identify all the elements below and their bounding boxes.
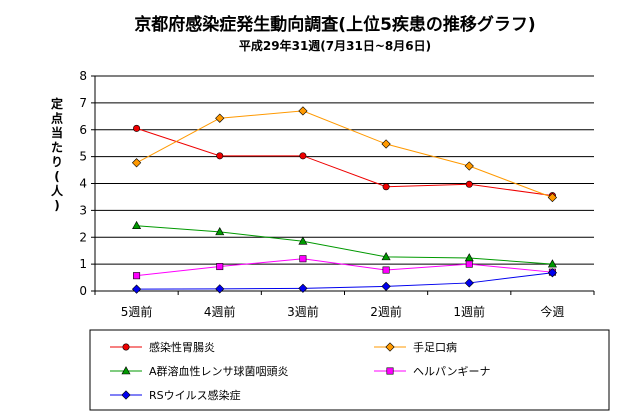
data-point [131,284,142,294]
y-tick-label: 3 [79,203,87,217]
data-point [381,252,391,261]
y-tick-label: 6 [79,123,87,137]
y-axis-ticks: 0 1 2 3 4 5 6 7 8 [79,69,95,298]
data-point [298,236,308,245]
y-tick-label: 2 [79,230,87,244]
y-tick-label: 4 [79,177,87,191]
series-0 [133,124,556,200]
legend-label: 感染性胃腸炎 [149,340,215,354]
series-line [136,110,553,198]
series-1 [131,106,558,203]
legend-marker [121,366,131,375]
data-point [216,263,224,271]
series-3 [133,255,556,280]
data-point [382,183,390,191]
data-point [299,255,307,263]
series-line [136,127,553,197]
series-line [136,272,553,290]
data-point [132,220,142,229]
data-point [133,272,141,280]
y-tick-label: 1 [79,257,87,271]
axes [94,76,594,292]
y-tick-label: 5 [79,150,87,164]
legend-marker [121,390,131,400]
y-axis-title: 定点当たり(人) [51,96,64,213]
data-point [382,266,390,274]
data-point [547,259,557,268]
x-axis-ticks: 5週前 4週前 3週前 2週前 1週前 今週 [94,291,595,319]
legend-box [89,329,610,411]
chart-subtitle: 平成29年31週(7月31日~8月6日) [239,38,431,53]
data-point [547,192,558,203]
x-tick-label: 1週前 [453,304,485,319]
x-tick-label: 2週前 [370,304,402,319]
legend-item: 感染性胃腸炎 [110,340,215,354]
x-tick-label: 3週前 [287,304,319,319]
data-point [547,268,558,278]
chart-title: 京都府感染症発生動向調査(上位5疾患の推移グラフ) [134,14,535,35]
y-tick-label: 7 [79,96,87,110]
gridlines [95,75,594,265]
data-point [465,260,473,268]
y-axis-label: 定点当たり(人) [51,96,64,213]
legend: 感染性胃腸炎 手足口病 A群溶血性レンサ球菌咽頭炎 ヘルパンギーナ RSウイルス感染症 [110,340,491,402]
data-point [381,281,391,292]
legend-label: 手足口病 [413,340,457,354]
legend-item: RSウイルス感染症 [110,388,241,402]
y-tick-label: 0 [79,284,87,298]
legend-label: ヘルパンギーナ [413,365,491,378]
legend-item: ヘルパンギーナ [374,365,491,378]
data-point [381,139,391,149]
series-line [136,225,553,265]
legend-label: A群溶血性レンサ球菌咽頭炎 [149,364,289,378]
data-point [133,124,141,132]
series-4 [131,268,558,294]
data-point [464,253,474,262]
data-point [215,284,225,294]
data-point [131,158,142,168]
series-2 [132,220,557,268]
legend-marker [122,343,130,351]
x-tick-label: 4週前 [204,304,236,319]
legend-item: 手足口病 [374,340,457,354]
legend-label: RSウイルス感染症 [149,388,241,402]
data-point [299,152,307,160]
y-tick-label: 8 [79,69,87,83]
legend-marker [385,342,395,352]
legend-marker [386,367,394,375]
x-tick-label: 今週 [540,304,564,319]
data-point [216,152,224,160]
legend-item: A群溶血性レンサ球菌咽頭炎 [110,364,289,378]
x-tick-label: 5週前 [121,304,153,319]
data-point [298,106,308,116]
data-point [215,227,225,236]
data-point [464,278,474,288]
data-point [215,113,225,123]
data-point [464,161,474,171]
series-line [136,258,553,277]
data-point [298,283,308,293]
data-point [465,180,473,188]
series-lines [131,106,558,294]
